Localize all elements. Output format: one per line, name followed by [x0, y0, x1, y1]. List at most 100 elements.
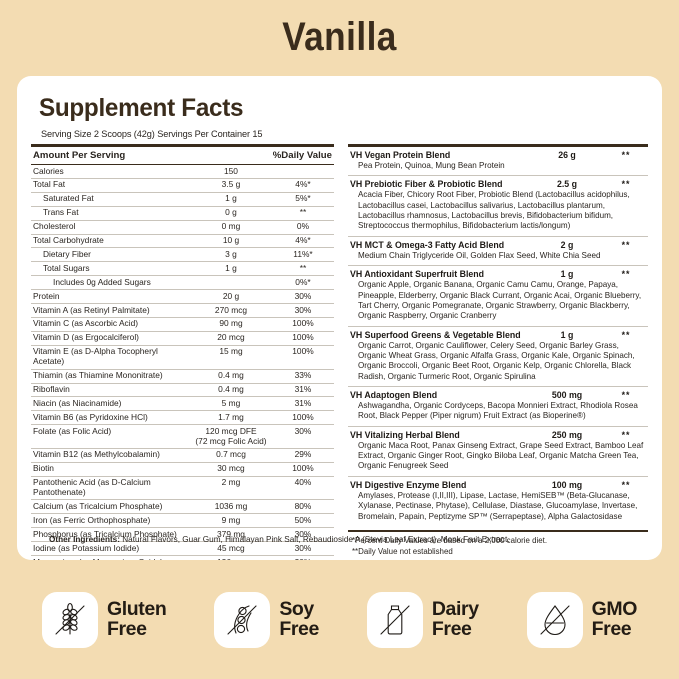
nutrient-amount: 126 mg	[189, 555, 272, 560]
nutrient-daily-value: 5%*	[271, 192, 334, 207]
nutrient-row: Protein 20 g 30%	[31, 289, 334, 305]
blend-ingredients: Organic Apple, Organic Banana, Organic C…	[357, 280, 642, 321]
blend-ingredients: Organic Maca Root, Panax Ginseng Extract…	[357, 440, 644, 471]
nutrient-name: Total Carbohydrate	[31, 234, 190, 249]
nutrient-row: Total Sugars 1 g **	[31, 261, 334, 277]
other-ingredients-text: Natural Flavors, Guar Gum, Himalayan Pin…	[122, 535, 510, 545]
nutrient-daily-value: 40%	[271, 476, 334, 501]
nutrient-amount: 150	[189, 165, 272, 179]
blend-row: VH Vegan Protein Blend 26 g ** Pea Protein,…	[347, 147, 648, 177]
blend-amount: 500 mg	[551, 390, 583, 401]
blend-name: VH Prebiotic Fiber & Probiotic Blend	[349, 179, 503, 190]
badge-soy-free: Soy Free	[214, 592, 319, 648]
nutrient-name: Iron (as Ferric Orthophosphate)	[31, 513, 190, 529]
nutrient-row: Vitamin A (as Retinyl Palmitate) 270 mcg 3…	[31, 303, 334, 318]
nutrient-name: Magnesium (as Magnesium Oxide)	[31, 555, 190, 560]
nutrient-row: Biotin 30 mcg 100%	[31, 462, 334, 477]
nutrient-name: Biotin	[31, 462, 190, 477]
blend-name: VH MCT & Omega-3 Fatty Acid Blend	[349, 239, 505, 250]
nutrient-row: Vitamin C (as Ascorbic Acid) 90 mg 100%	[31, 317, 334, 332]
nutrient-amount: 45 mcg	[189, 541, 272, 557]
blend-daily-value: **	[621, 329, 631, 340]
nutrient-name: Trans Fat	[31, 206, 190, 221]
nutrient-daily-value: **	[271, 206, 334, 221]
soybean-crossed-icon	[214, 592, 271, 648]
nutrient-name: Phosphorus (as Tricalcium Phosphate)	[31, 527, 190, 543]
nutrient-row: Niacin (as Niacinamide) 5 mg 31%	[31, 396, 334, 412]
wheat-crossed-icon	[41, 592, 98, 648]
nutrient-name: Vitamin B12 (as Methylcobalamin)	[31, 448, 190, 463]
page-title: Vanilla	[282, 15, 397, 59]
nutrient-daily-value: 0%*	[271, 275, 334, 291]
nutrient-daily-value: 100%	[271, 331, 334, 346]
nutrient-daily-value: 100%	[271, 317, 334, 332]
nutrient-daily-value: 4%*	[271, 234, 334, 249]
badge-label-line2: Free	[591, 618, 632, 640]
footnote-daily-values: *Percent Daily Values are based on a 2,0…	[351, 535, 548, 545]
nutrient-amount: 20 mcg	[189, 331, 272, 346]
blend-daily-value: **	[621, 150, 631, 160]
nutrient-row: Phosphorus (as Tricalcium Phosphate) 379 …	[31, 527, 334, 543]
blend-name: VH Digestive Enzyme Blend	[349, 479, 467, 490]
nutrient-daily-value	[271, 165, 334, 179]
nutrient-daily-value: 11%*	[271, 247, 334, 263]
other-ingredients: Other Ingredients: Natural Flavors, Guar…	[49, 535, 642, 546]
nutrient-daily-value: 30%	[271, 527, 334, 543]
nutrient-amount: 0.4 mg	[189, 383, 272, 398]
panel-columns: Amount Per Serving %Daily Value Calories…	[31, 144, 648, 560]
blend-daily-value: **	[621, 429, 631, 440]
nutrient-name: Total Sugars	[31, 261, 190, 277]
nutrient-daily-value: 30%	[271, 541, 334, 557]
nutrient-row: Riboflavin 0.4 mg 31%	[31, 383, 334, 398]
blend-header: VH MCT & Omega-3 Fatty Acid Blend 2 g **	[348, 240, 648, 250]
badge-label-line1: GMO	[591, 598, 638, 621]
nutrient-amount-main: 120 mcg DFE	[205, 425, 257, 436]
nutrient-name: Vitamin B6 (as Pyridoxine HCl)	[31, 410, 190, 426]
nutrient-amount: 270 mcg	[189, 303, 272, 318]
nutrient-daily-value: 50%	[271, 513, 334, 529]
nutrient-row: Includes 0g Added Sugars 0%*	[31, 275, 334, 291]
blend-ingredients: Amylases, Protease (I,II,III), Lipase, L…	[357, 490, 638, 521]
nutrient-column: Amount Per Serving %Daily Value Calories…	[31, 144, 334, 560]
nutrient-name: Cholesterol	[31, 220, 190, 235]
nutrient-row: Trans Fat 0 g **	[31, 206, 334, 221]
nutrient-row: Saturated Fat 1 g 5%*	[31, 192, 334, 207]
blend-header: VH Vitalizing Herbal Blend 250 mg **	[348, 430, 648, 440]
nutrient-amount: 1036 mg	[189, 499, 272, 515]
nutrient-amount: 1 g	[189, 261, 272, 277]
blend-name: VH Antioxidant Superfruit Blend	[349, 269, 485, 280]
blend-ingredients: Pea Protein, Quinoa, Mung Bean Protein	[357, 161, 505, 170]
badge-label: Dairy Free	[431, 599, 479, 640]
nutrient-name: Vitamin C (as Ascorbic Acid)	[31, 317, 190, 332]
blend-row: VH Vitalizing Herbal Blend 250 mg ** Organi…	[347, 427, 648, 477]
nutrient-row: Total Carbohydrate 10 g 4%*	[31, 234, 334, 249]
blend-header: VH Adaptogen Blend 500 mg **	[348, 390, 648, 400]
gmo-droplet-crossed-icon	[526, 592, 583, 648]
nutrient-table-header: Amount Per Serving %Daily Value	[31, 147, 334, 165]
blend-row: VH Adaptogen Blend 500 mg ** Ashwagandha, O…	[347, 387, 648, 427]
footnotes: *Percent Daily Values are based on a 2,0…	[348, 532, 648, 557]
badge-label-line2: Free	[279, 618, 319, 640]
serving-size-line: Serving Size 2 Scoops (42g) Servings Per…	[41, 129, 263, 139]
badge-label-line1: Gluten	[106, 598, 167, 621]
badge-label-line2: Free	[431, 618, 472, 640]
nutrient-amount: 30 mcg	[189, 462, 272, 477]
blend-amount: 250 mg	[551, 429, 583, 440]
nutrient-name: Iodine (as Potassium Iodide)	[31, 541, 190, 557]
nutrient-row: Vitamin B6 (as Pyridoxine HCl) 1.7 mg 100%	[31, 410, 334, 426]
supplement-facts-heading: Supplement Facts	[39, 94, 244, 122]
blend-daily-value: **	[621, 390, 631, 401]
nutrient-amount: 1.7 mg	[189, 410, 272, 426]
blend-header: VH Vegan Protein Blend 26 g **	[348, 150, 648, 160]
nutrient-daily-value: 30%	[271, 303, 334, 318]
badge-label: GMO Free	[591, 598, 638, 640]
nutrient-name: Pantothenic Acid (as D-Calcium Pantothen…	[31, 476, 190, 501]
nutrient-name: Thiamin (as Thiamine Mononitrate)	[31, 369, 190, 384]
nutrient-amount-sub: (72 mcg Folic Acid)	[195, 435, 267, 446]
badge-label: Soy Free	[279, 599, 319, 640]
nutrient-daily-value: 4%*	[271, 178, 334, 193]
nutrient-row: Dietary Fiber 3 g 11%*	[31, 247, 334, 263]
nutrient-amount: 0 mg	[189, 220, 272, 235]
nutrient-daily-value: 30%	[271, 555, 334, 560]
